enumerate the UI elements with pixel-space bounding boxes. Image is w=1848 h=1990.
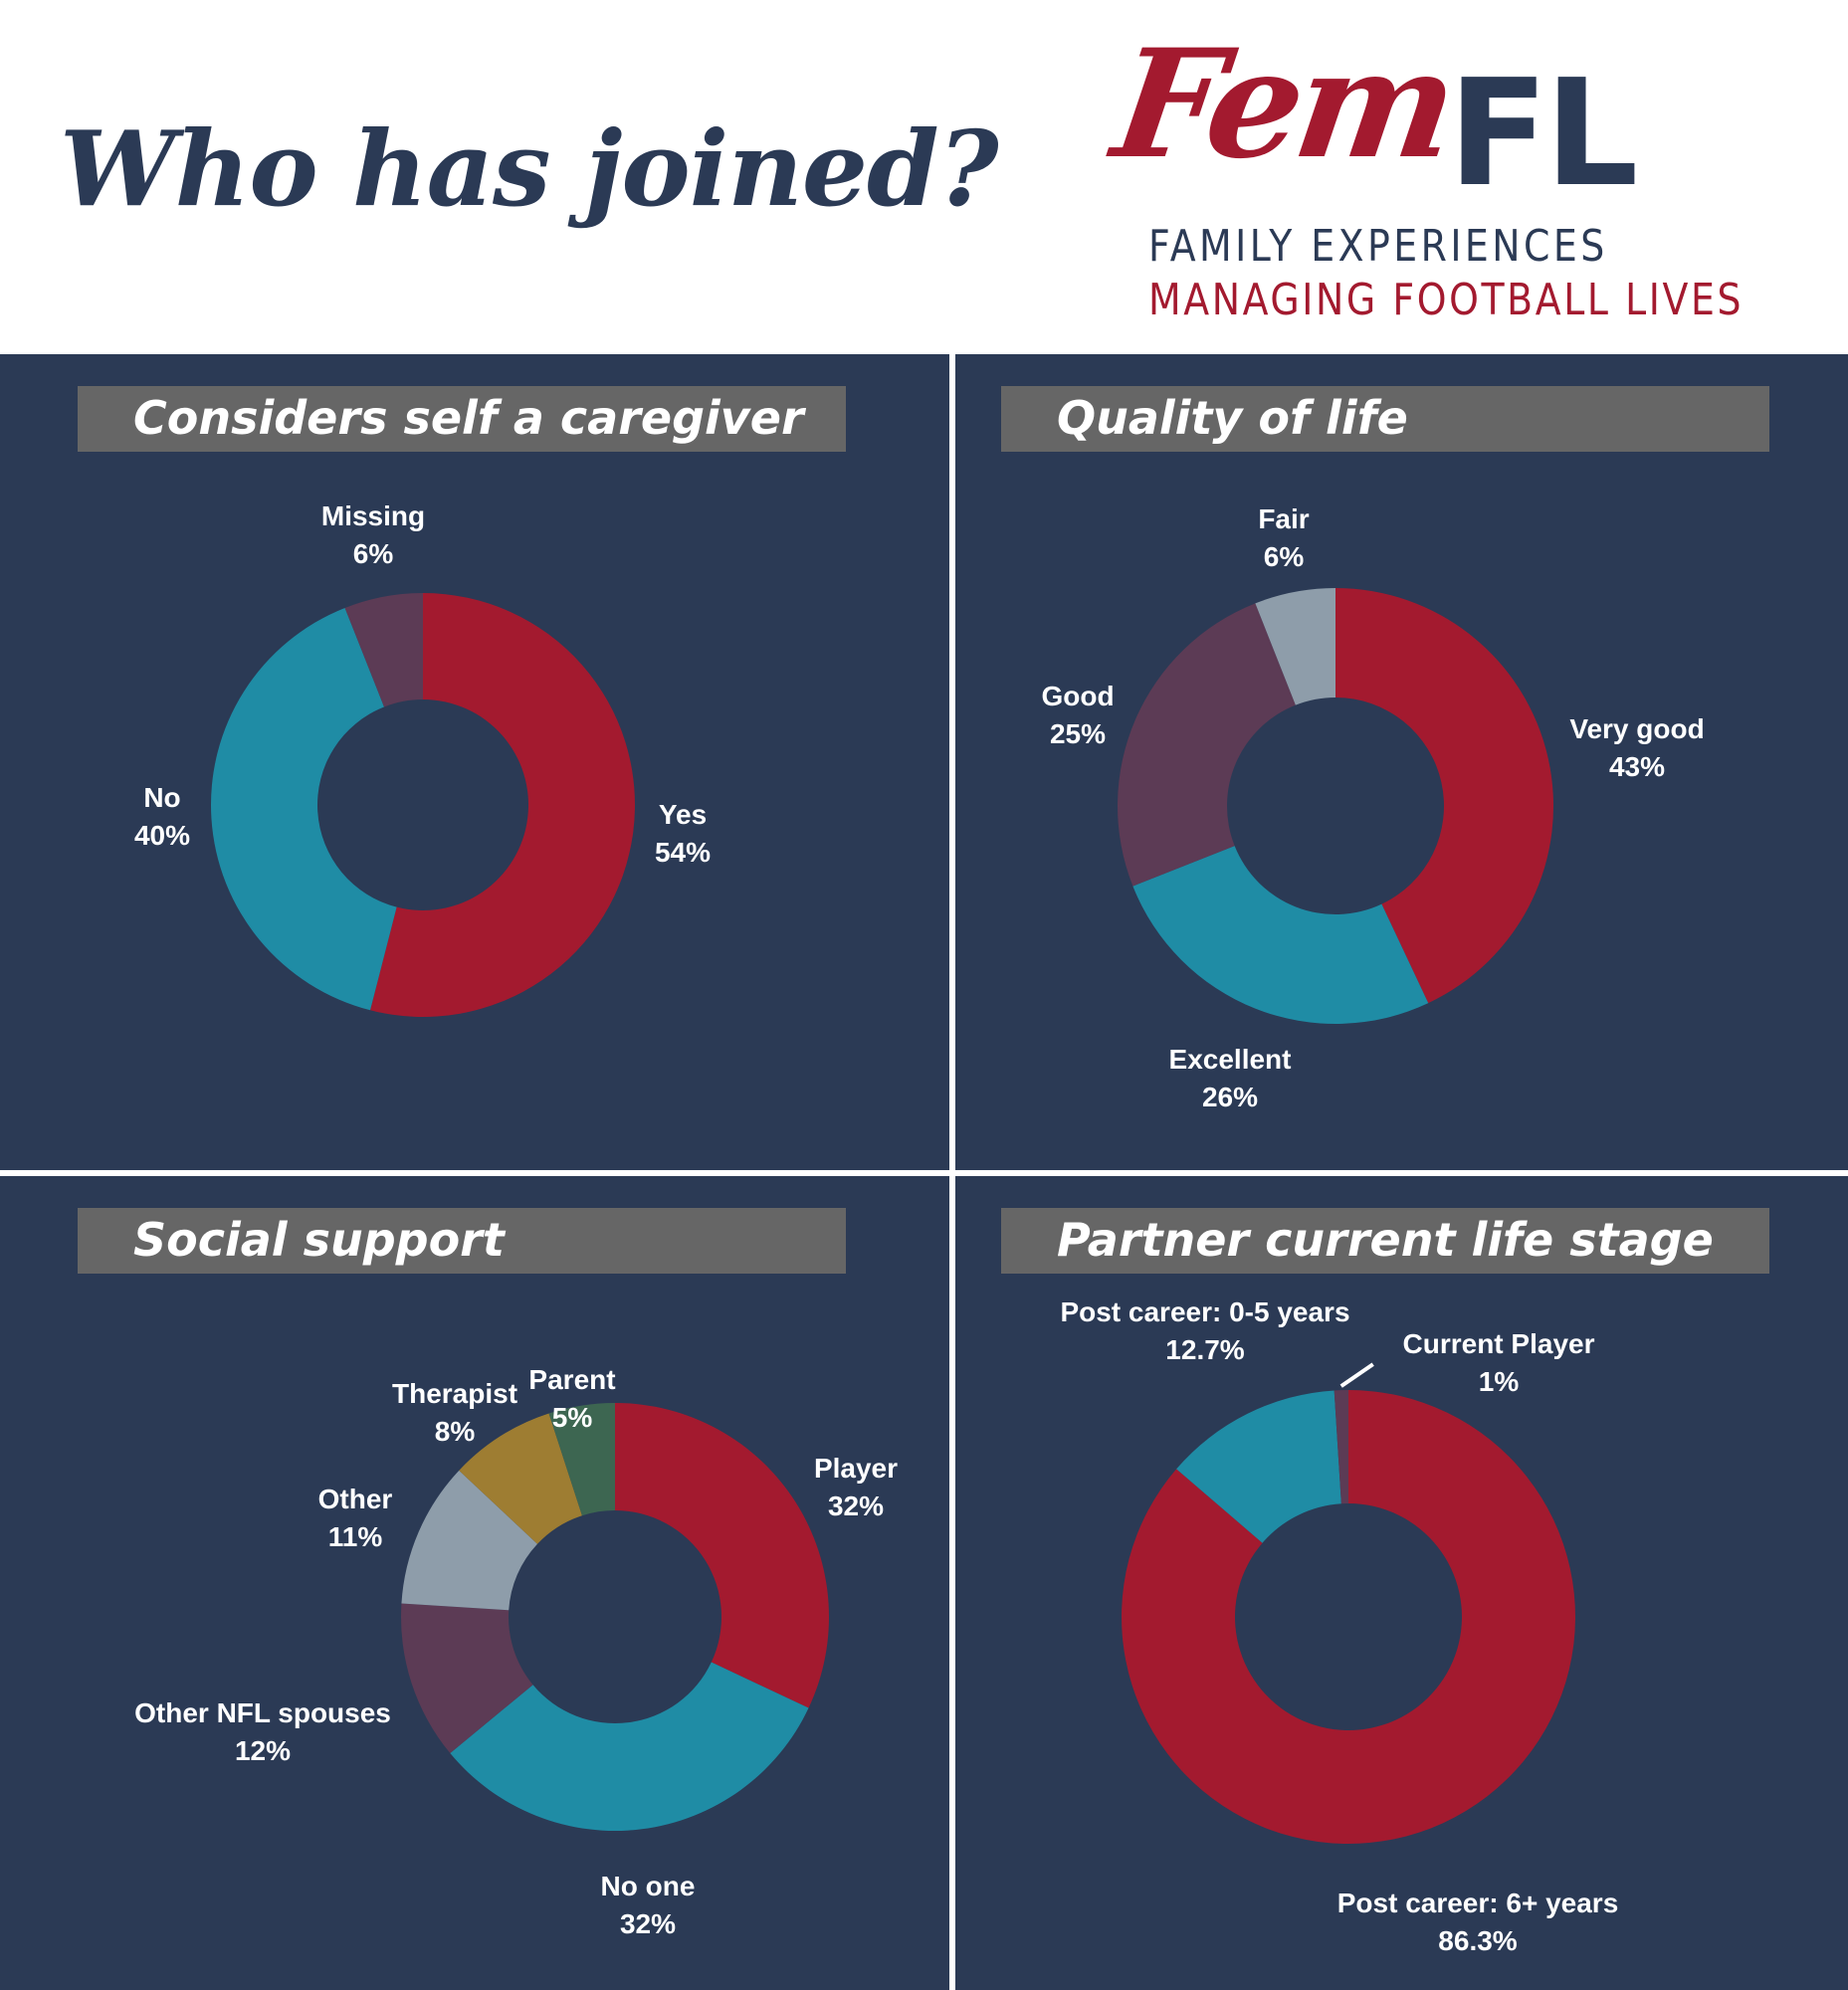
data-label-therapist: Therapist 8% (392, 1378, 517, 1447)
slice-value-fair: 6% (1264, 541, 1305, 572)
chart-title-life-stage: Partner current life stage (1001, 1208, 1769, 1274)
slice-value-yes: 54% (655, 837, 711, 868)
slice-value-current-player: 1% (1479, 1366, 1520, 1397)
slice-fair (1255, 588, 1335, 705)
slice-value-player: 32% (828, 1491, 884, 1521)
slice-label-good: Good (1041, 681, 1114, 711)
header: Who has joined? Fem FL FAMILY EXPERIENCE… (0, 0, 1848, 350)
logo-tagline-1: FAMILY EXPERIENCES (1148, 221, 1608, 272)
slice-value-post-career-6-years: 86.3% (1438, 1925, 1517, 1956)
slice-label-very-good: Very good (1569, 713, 1704, 744)
slice-value-parent: 5% (552, 1402, 593, 1433)
slice-yes (370, 593, 635, 1017)
data-label-post-career-0-5-years: Post career: 0-5 years 12.7% (1060, 1296, 1349, 1365)
slice-other (401, 1470, 538, 1611)
slice-label-post-career-6-years: Post career: 6+ years (1337, 1888, 1619, 1918)
donut-chart-quality-of-life: Very good 43% Excellent 26% Good 25% Fair 6% (1041, 503, 1704, 1112)
data-label-very-good: Very good 43% (1569, 713, 1704, 782)
slice-value-other: 11% (328, 1521, 383, 1552)
data-label-no-one: No one 32% (601, 1871, 696, 1939)
slice-value-therapist: 8% (435, 1416, 476, 1447)
slice-label-therapist: Therapist (392, 1378, 517, 1409)
slice-label-excellent: Excellent (1169, 1044, 1292, 1075)
data-label-other-nfl-spouses: Other NFL spouses 12% (134, 1697, 391, 1766)
slice-value-missing: 6% (353, 538, 394, 569)
panel-life-stage: Partner current life stage Post career: … (955, 1176, 1848, 1990)
slice-label-current-player: Current Player (1403, 1328, 1595, 1359)
slice-label-fair: Fair (1258, 503, 1309, 534)
data-label-player: Player 32% (814, 1453, 898, 1521)
slice-current-player (1334, 1390, 1348, 1504)
slice-label-missing: Missing (321, 500, 425, 531)
panel-caregiver: Considers self a caregiver Yes 54% No 40% Mi… (0, 354, 949, 1170)
slice-label-parent: Parent (528, 1364, 615, 1395)
slice-value-excellent: 26% (1202, 1082, 1258, 1112)
slice-value-good: 25% (1050, 718, 1106, 749)
slice-value-very-good: 43% (1609, 751, 1665, 782)
slice-value-no: 40% (134, 820, 190, 851)
slice-label-no: No (143, 782, 180, 813)
slice-no (210, 607, 397, 1011)
slice-very-good (1335, 588, 1553, 1004)
slice-value-other-nfl-spouses: 12% (235, 1735, 291, 1766)
chart-title-social-support: Social support (78, 1208, 846, 1274)
data-label-fair: Fair 6% (1258, 503, 1309, 572)
slice-parent (548, 1403, 615, 1516)
donut-chart-social-support: Player 32%No one 32%Other NFL spouses 12%Ot… (134, 1364, 898, 1939)
slice-good (1118, 603, 1296, 887)
panel-quality-of-life: Quality of life Very good 43% Excellent 26%… (955, 354, 1848, 1170)
data-label-missing: Missing 6% (321, 500, 425, 569)
slice-post-career-0-5-years (1176, 1390, 1341, 1543)
slice-label-player: Player (814, 1453, 898, 1484)
page-title: Who has joined? (60, 107, 999, 230)
slice-excellent (1132, 846, 1429, 1024)
slice-label-other: Other (318, 1484, 393, 1514)
data-label-post-career-6-years: Post career: 6+ years 86.3% (1337, 1888, 1619, 1956)
slice-player (615, 1403, 829, 1708)
logo-fl-text: FL (1448, 48, 1638, 219)
logo-fem-text: Fem (1104, 17, 1462, 192)
data-label-good: Good 25% (1041, 681, 1114, 749)
slice-no-one (450, 1662, 809, 1831)
data-label-excellent: Excellent 26% (1169, 1044, 1292, 1112)
donut-chart-caregiver: Yes 54% No 40% Missing 6% (134, 500, 711, 1017)
slice-label-other-nfl-spouses: Other NFL spouses (134, 1697, 391, 1728)
data-label-current-player: Current Player 1% (1403, 1328, 1595, 1397)
data-label-parent: Parent 5% (528, 1364, 615, 1433)
leader-line-current-player (1339, 1362, 1374, 1388)
data-label-no: No 40% (134, 782, 190, 851)
slice-label-post-career-0-5-years: Post career: 0-5 years (1060, 1296, 1349, 1327)
slice-value-post-career-0-5-years: 12.7% (1165, 1334, 1244, 1365)
slice-label-no-one: No one (601, 1871, 696, 1901)
logo-tagline-2: MANAGING FOOTBALL LIVES (1148, 275, 1745, 325)
donut-chart-life-stage: Post career: 6+ years 86.3% Post career: 0… (1060, 1296, 1619, 1956)
slice-missing (344, 593, 423, 707)
femfl-logo: Fem FL FAMILY EXPERIENCES MANAGING FOOTB… (1104, 17, 1742, 336)
chart-title-quality-of-life: Quality of life (1001, 386, 1769, 452)
slice-post-career-6-years (1122, 1390, 1575, 1844)
slice-value-no-one: 32% (620, 1908, 676, 1939)
slice-other-nfl-spouses (401, 1603, 533, 1754)
panel-social-support: Social support Player 32% No one 32% Other N… (0, 1176, 949, 1990)
chart-title-caregiver: Considers self a caregiver (78, 386, 846, 452)
data-label-yes: Yes 54% (655, 799, 711, 868)
slice-label-yes: Yes (659, 799, 707, 830)
slice-therapist (459, 1413, 582, 1544)
data-label-other: Other 11% (318, 1484, 393, 1552)
